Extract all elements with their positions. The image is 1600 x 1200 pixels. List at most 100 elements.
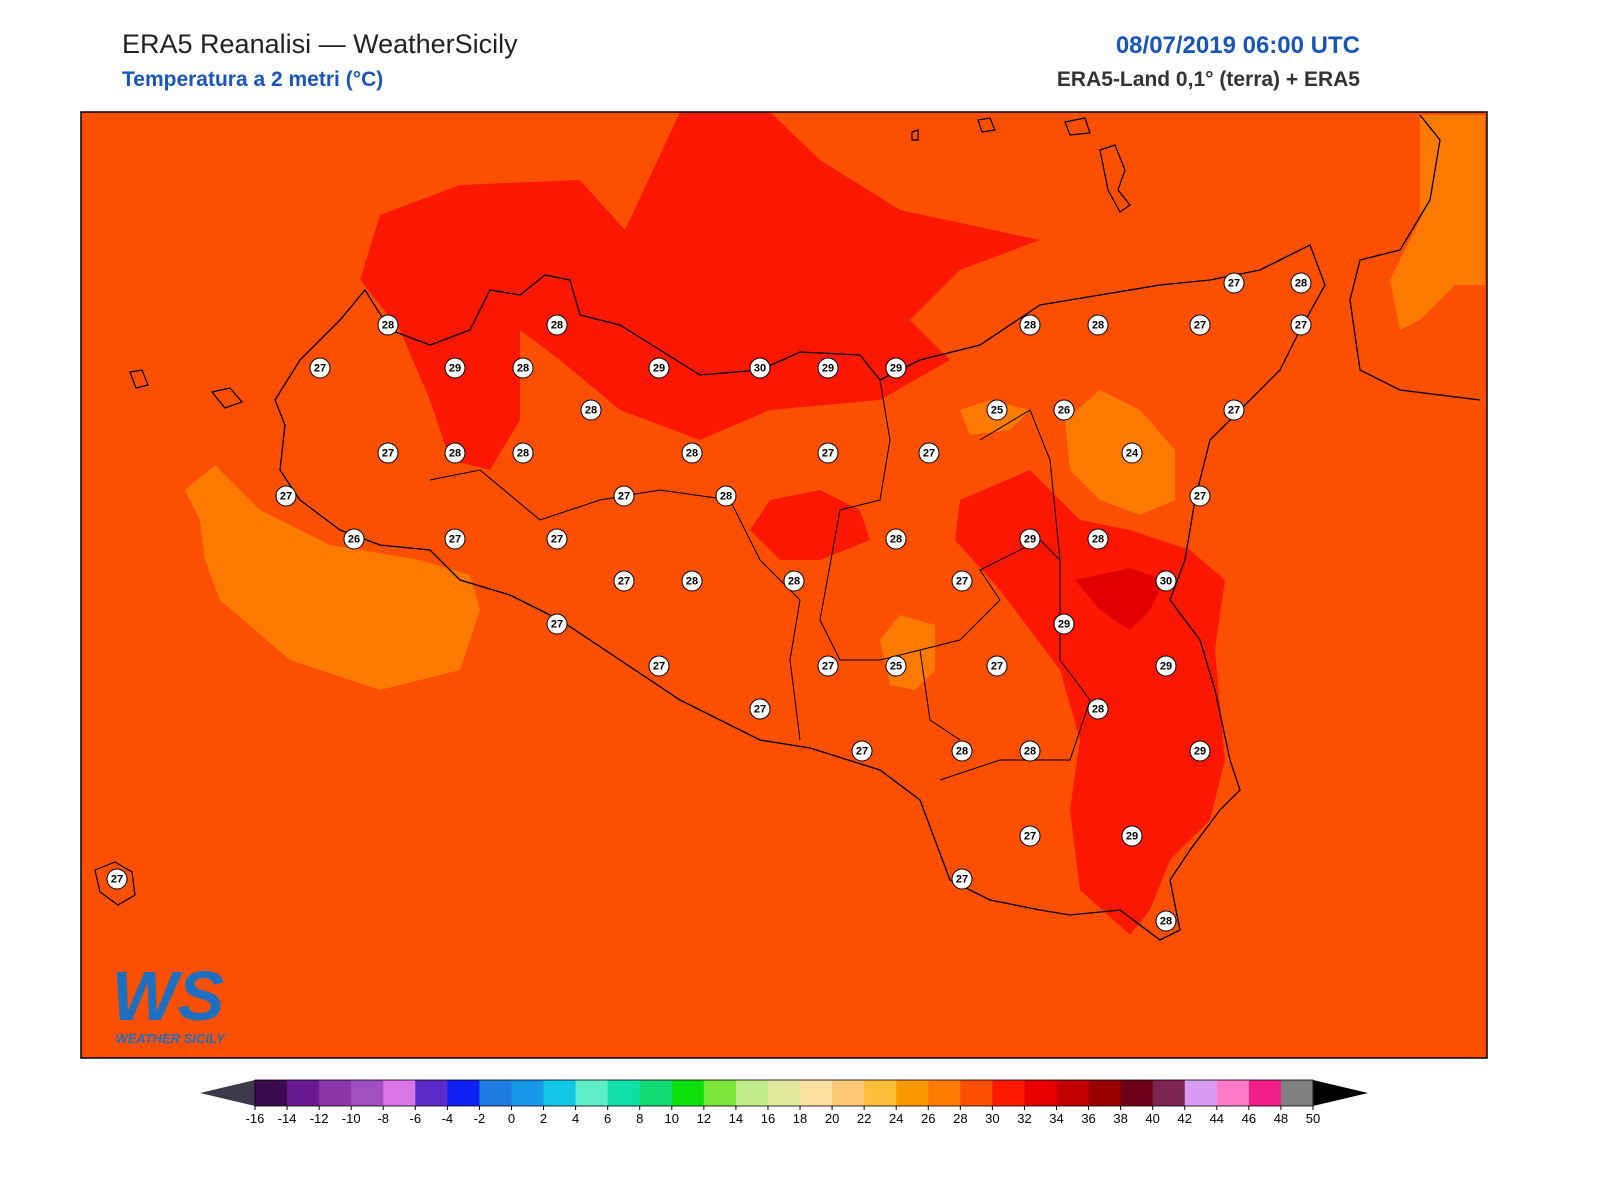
station: 27 xyxy=(817,655,839,677)
colorbar-box xyxy=(1248,1080,1282,1106)
station-marker xyxy=(1189,740,1211,762)
station-value: 30 xyxy=(1160,576,1172,588)
colorbar-tick-label: 6 xyxy=(604,1111,611,1126)
station-value: 28 xyxy=(585,405,597,417)
station-value: 28 xyxy=(1024,320,1036,332)
station: 28 xyxy=(715,485,737,507)
station: 28 xyxy=(444,442,466,464)
station: 29 xyxy=(1121,825,1143,847)
island xyxy=(94,117,1131,906)
colorbar: -16 -14 -12 -10 -8 -6 -4 -2 0 2 4 6 8 10 12 14 16 18 20 22 2… xyxy=(200,1079,1368,1126)
station: 29 xyxy=(885,357,907,379)
colorbar-tick-label: 36 xyxy=(1081,1111,1095,1126)
station-marker xyxy=(377,442,399,464)
colorbar-box xyxy=(703,1080,737,1106)
station: 24 xyxy=(1121,442,1143,464)
colorbar-tick-label: 18 xyxy=(793,1111,807,1126)
station: 27 xyxy=(546,528,568,550)
station-value: 27 xyxy=(856,746,868,758)
station: 28 xyxy=(1290,272,1312,294)
station: 27 xyxy=(918,442,940,464)
colorbar-box xyxy=(992,1080,1025,1106)
station-value: 28 xyxy=(1160,916,1172,928)
station: 29 xyxy=(648,357,670,379)
station-value: 27 xyxy=(551,619,563,631)
colorbar-tick-label: -16 xyxy=(246,1111,265,1126)
colorbar-extend-over xyxy=(1313,1080,1368,1106)
colorbar-tick-label: -4 xyxy=(442,1111,454,1126)
station-value: 28 xyxy=(788,576,800,588)
station-marker xyxy=(885,528,907,550)
station-marker xyxy=(885,655,907,677)
station-marker xyxy=(918,442,940,464)
station-value: 27 xyxy=(822,448,834,460)
colorbar-outline xyxy=(254,1079,1314,1107)
colorbar-tick-label: 50 xyxy=(1306,1111,1320,1126)
station-marker xyxy=(817,357,839,379)
station-marker xyxy=(1290,314,1312,336)
colorbar-tick-label: -6 xyxy=(410,1111,422,1126)
station-value: 27 xyxy=(1228,405,1240,417)
colorbar-tick-label: 40 xyxy=(1145,1111,1159,1126)
station-marker xyxy=(681,442,703,464)
station-marker xyxy=(1053,399,1075,421)
station: 28 xyxy=(546,314,568,336)
station: 28 xyxy=(1087,528,1109,550)
station-value: 26 xyxy=(1058,405,1070,417)
station-value: 27 xyxy=(923,448,935,460)
station-marker xyxy=(648,357,670,379)
station-marker xyxy=(309,357,331,379)
station: 27 xyxy=(951,570,973,592)
mild-zone xyxy=(185,465,480,690)
station: 26 xyxy=(1053,399,1075,421)
colorbar-box xyxy=(1120,1080,1154,1106)
station-marker xyxy=(1121,442,1143,464)
station-marker xyxy=(715,485,737,507)
station-marker xyxy=(817,655,839,677)
station-marker xyxy=(986,655,1008,677)
station: 28 xyxy=(512,357,534,379)
colorbar-box xyxy=(1024,1080,1058,1106)
station-value: 27 xyxy=(956,576,968,588)
station: 29 xyxy=(1053,613,1075,635)
logo-name: WEATHER SICILY xyxy=(115,1031,226,1046)
station: 28 xyxy=(580,399,602,421)
mild-zone xyxy=(1065,390,1175,515)
station-marker xyxy=(1290,272,1312,294)
station-marker xyxy=(1189,485,1211,507)
station-marker xyxy=(1223,272,1245,294)
colorbar-tick-label: 4 xyxy=(572,1111,579,1126)
station-marker xyxy=(749,357,771,379)
station-value: 28 xyxy=(449,448,461,460)
colorbar-tick-label: 24 xyxy=(889,1111,903,1126)
colorbar-tick-label: 30 xyxy=(985,1111,999,1126)
station-value: 28 xyxy=(686,576,698,588)
station-value: 27 xyxy=(1194,320,1206,332)
station: 30 xyxy=(1155,570,1177,592)
station: 26 xyxy=(343,528,365,550)
station-value: 27 xyxy=(111,874,123,886)
warm-zone xyxy=(750,490,870,560)
station-marker xyxy=(106,868,128,890)
station-value: 28 xyxy=(382,320,394,332)
station-value: 29 xyxy=(1058,619,1070,631)
colorbar-tick-label: 46 xyxy=(1242,1111,1256,1126)
station-marker xyxy=(546,314,568,336)
station-marker xyxy=(648,655,670,677)
date: 08/07/2019 06:00 UTC xyxy=(1116,32,1360,59)
logo-mark: WS xyxy=(112,957,225,1035)
title: ERA5 Reanalisi — WeatherSicily xyxy=(122,29,518,59)
colorbar-box xyxy=(319,1080,352,1106)
colorbar-box xyxy=(287,1080,320,1106)
subtitle: Temperatura a 2 metri (°C) xyxy=(122,68,383,91)
station-marker xyxy=(444,357,466,379)
colorbar-tick-label: 48 xyxy=(1274,1111,1288,1126)
station-marker xyxy=(1121,825,1143,847)
colorbar-box xyxy=(447,1080,480,1106)
station: 27 xyxy=(613,485,635,507)
colorbar-box xyxy=(1152,1080,1186,1106)
station-value: 30 xyxy=(754,363,766,375)
mild-zone xyxy=(1390,115,1485,330)
map-area: 28 28 27 29 28 29 30 29 29 28 27 28 28 28 27 27 27 27 28 26… xyxy=(80,111,1488,1059)
